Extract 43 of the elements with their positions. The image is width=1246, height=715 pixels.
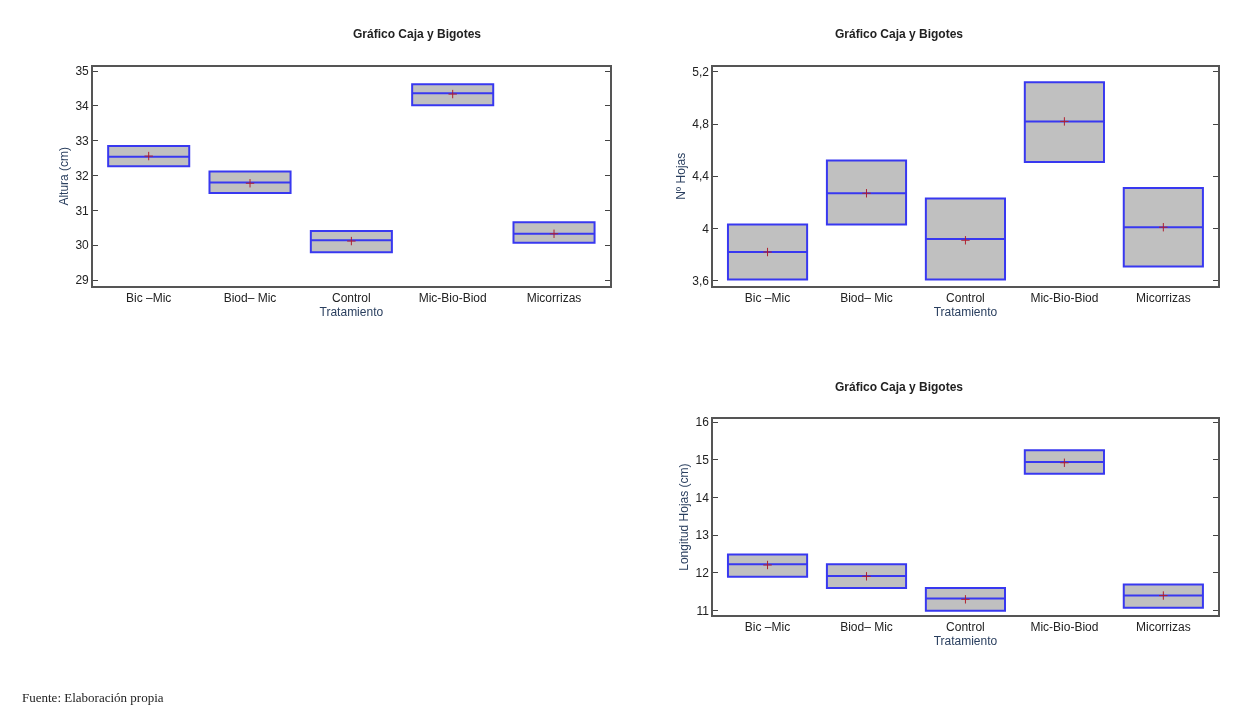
y-tick-label: 29 [75, 273, 90, 288]
y-tick-label: 5,2 [692, 64, 710, 79]
y-tick-label: 11 [696, 603, 710, 618]
x-tick-label: Control [946, 291, 985, 306]
y-tick-label: 4 [702, 221, 710, 236]
x-tick-label: Bic –Mic [126, 291, 172, 306]
x-tick-label: Control [332, 291, 371, 306]
x-axis-title: Tratamiento [933, 305, 998, 320]
y-tick-label: 13 [695, 528, 710, 543]
x-tick-label: Bic –Mic [744, 620, 791, 635]
y-axis-title: Altura (cm) [57, 146, 72, 206]
y-tick-label: 31 [75, 203, 90, 218]
x-axis-title: Tratamiento [319, 305, 384, 320]
x-tick-label: Mic-Bio-Biod [1030, 620, 1099, 635]
y-axis-title: Nº Hojas [674, 152, 689, 200]
x-tick-label: Micorrizas [526, 291, 582, 306]
x-tick-label: Biod– Mic [840, 620, 893, 635]
x-tick-label: Control [946, 620, 985, 635]
y-tick-label: 4,4 [692, 169, 710, 184]
y-tick-label: 30 [75, 238, 90, 253]
x-tick-label: Bic –Mic [744, 291, 791, 306]
y-tick-label: 35 [75, 64, 90, 79]
x-tick-label: Biod– Mic [840, 291, 893, 306]
y-tick-label: 3,6 [692, 273, 710, 288]
chart-title: Gráfico Caja y Bigotes [353, 27, 482, 41]
y-tick-label: 12 [695, 566, 710, 581]
x-tick-label: Micorrizas [1136, 291, 1191, 306]
y-tick-label: 4,8 [692, 117, 710, 132]
x-tick-label: Micorrizas [1136, 620, 1191, 635]
y-tick-label: 14 [695, 490, 710, 505]
y-tick-label: 33 [75, 133, 90, 148]
chart-title: Gráfico Caja y Bigotes [835, 380, 964, 394]
x-tick-label: Biod– Mic [223, 291, 277, 306]
source-note: Fuente: Elaboración propia [22, 690, 164, 705]
y-tick-label: 34 [75, 99, 90, 114]
y-tick-label: 16 [695, 415, 710, 430]
y-tick-label: 32 [75, 168, 90, 183]
x-axis-title: Tratamiento [933, 634, 998, 649]
x-tick-label: Mic-Bio-Biod [418, 291, 487, 306]
chart-title: Gráfico Caja y Bigotes [835, 27, 964, 41]
x-tick-label: Mic-Bio-Biod [1030, 291, 1099, 306]
y-tick-label: 15 [695, 452, 710, 467]
y-axis-title: Longitud Hojas (cm) [677, 463, 692, 571]
